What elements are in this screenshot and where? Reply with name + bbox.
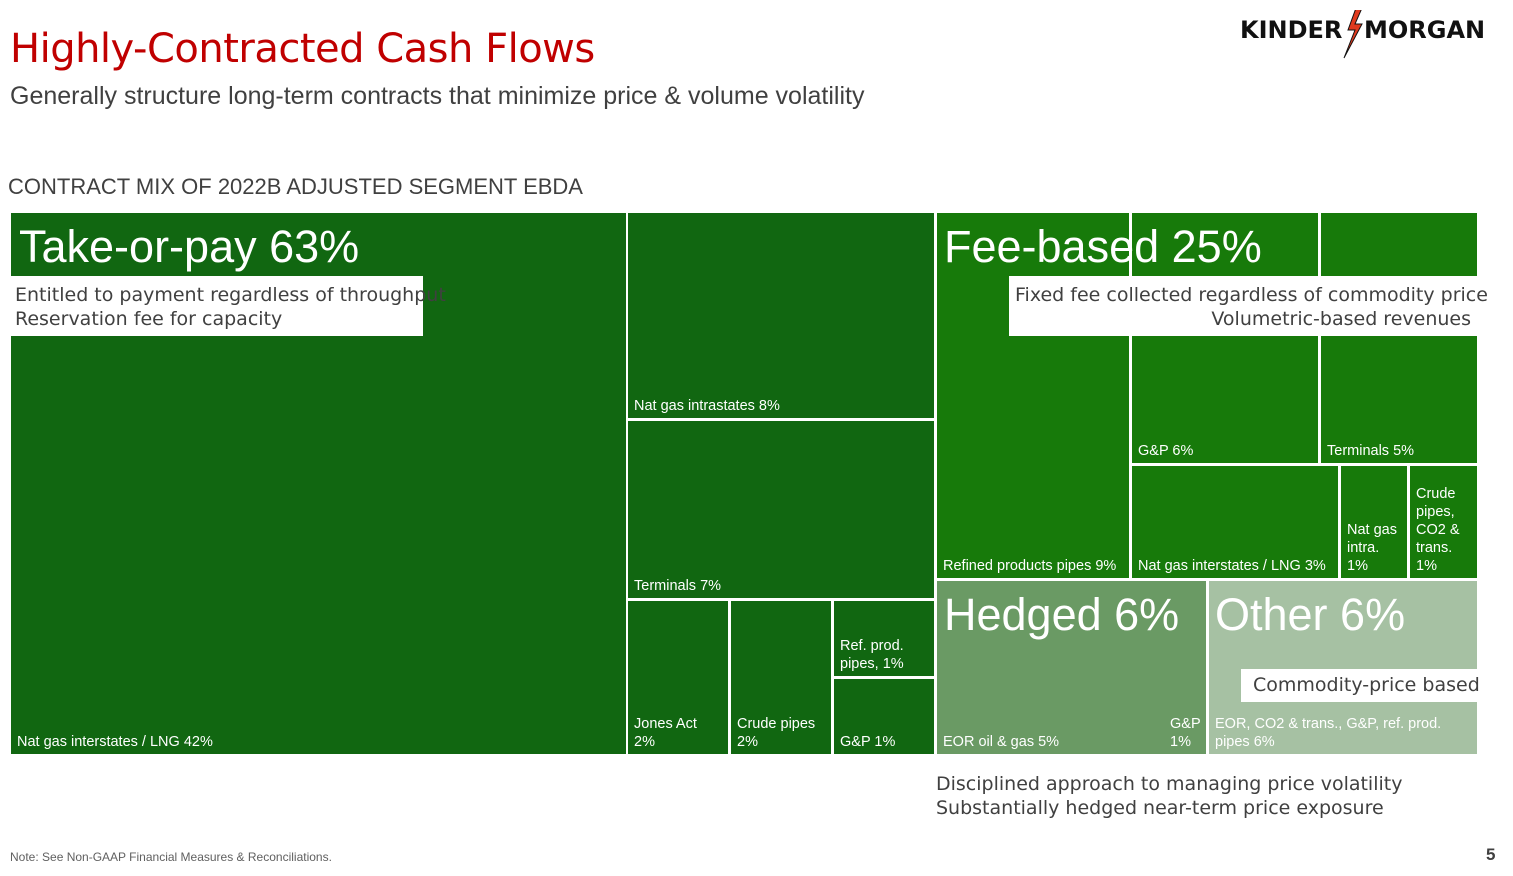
page-subtitle: Generally structure long-term contracts … — [10, 82, 865, 110]
hedged-note-line: Disciplined approach to managing price v… — [936, 773, 1403, 795]
treemap-cell-label: Crude pipes, CO2 & trans. 1% — [1416, 486, 1460, 574]
page-title: Highly-Contracted Cash Flows — [10, 26, 595, 72]
kinder-morgan-logo: KINDER MORGAN — [1240, 10, 1485, 59]
treemap-cell: G&P 6% — [1132, 213, 1318, 463]
treemap-group-description-fee-based: Fixed fee collected regardless of commod… — [1009, 276, 1488, 336]
treemap-cell: Nat gas intra. 1% — [1341, 466, 1407, 578]
description-line: Volumetric-based revenues — [1211, 308, 1471, 330]
treemap-cell: G&P 1% — [1164, 640, 1206, 754]
treemap-cell-label: Crude pipes 2% — [737, 716, 816, 750]
treemap-group-description-take-or-pay: Entitled to payment regardless of throug… — [9, 276, 446, 336]
treemap-cell-label: EOR, CO2 & trans., G&P, ref. prod. pipes… — [1215, 716, 1442, 750]
treemap-cell-label: Refined products pipes 9% — [943, 558, 1117, 574]
description-line: Commodity-price based — [1253, 674, 1480, 696]
treemap-cell-label: Nat gas interstates / LNG 42% — [17, 734, 213, 750]
treemap-group-label-fee-based: Fee-based 25% — [944, 221, 1262, 272]
treemap-cell: EOR oil & gas 5% — [937, 581, 1161, 754]
treemap-group-label-take-or-pay: Take-or-pay 63% — [19, 221, 360, 272]
treemap-cell-label: G&P 6% — [1138, 443, 1194, 459]
treemap-cell-label: Nat gas interstates / LNG 3% — [1138, 558, 1326, 574]
chart-section-title: CONTRACT MIX OF 2022B ADJUSTED SEGMENT E… — [8, 174, 583, 199]
lightning-bolt-icon — [1343, 10, 1363, 59]
treemap-cell-label: EOR oil & gas 5% — [943, 734, 1060, 750]
treemap-group-label-other: Other 6% — [1215, 589, 1406, 640]
treemap-cell-label: G&P 1% — [1170, 716, 1201, 750]
logo-text-left: KINDER — [1240, 16, 1342, 44]
treemap-cell: Refined products pipes 9% — [937, 213, 1129, 578]
treemap-cell-label: Nat gas intrastates 8% — [634, 398, 780, 414]
treemap-cell-label: Terminals 5% — [1327, 443, 1415, 459]
treemap-cell-label: Ref. prod. pipes, 1% — [840, 638, 904, 672]
treemap-cell-label: Terminals 7% — [634, 578, 722, 594]
description-line: Fixed fee collected regardless of commod… — [1015, 284, 1488, 306]
treemap-cell: Terminals 7% — [628, 421, 934, 598]
treemap-cell-label: Nat gas intra. 1% — [1347, 522, 1397, 574]
treemap-cell: Terminals 5% — [1321, 213, 1477, 463]
treemap-group-label-hedged: Hedged 6% — [944, 589, 1180, 640]
description-line: Reservation fee for capacity — [15, 308, 283, 330]
treemap-cell-label: G&P 1% — [840, 734, 896, 750]
treemap-cell: Nat gas intrastates 8% — [628, 213, 934, 418]
treemap-cell: Jones Act 2% — [628, 601, 728, 754]
treemap-cell: Ref. prod. pipes, 1% — [834, 601, 934, 676]
treemap-cell: Crude pipes, CO2 & trans. 1% — [1410, 466, 1477, 578]
footnote: Note: See Non-GAAP Financial Measures & … — [10, 850, 332, 864]
treemap-cell: G&P 1% — [834, 679, 934, 754]
description-line: Entitled to payment regardless of throug… — [15, 284, 446, 306]
logo-text-right: MORGAN — [1364, 16, 1485, 44]
treemap-cell: EOR, CO2 & trans., G&P, ref. prod. pipes… — [1209, 581, 1477, 754]
treemap-cell: Nat gas interstates / LNG 3% — [1132, 466, 1338, 578]
hedged-note: Disciplined approach to managing price v… — [936, 772, 1402, 820]
treemap-cell: Crude pipes 2% — [731, 601, 831, 754]
treemap-cell-label: Jones Act 2% — [634, 716, 697, 750]
hedged-note-line: Substantially hedged near-term price exp… — [936, 797, 1384, 819]
treemap-group-description-other: Commodity-price based — [1241, 669, 1480, 702]
page-number: 5 — [1486, 845, 1496, 864]
